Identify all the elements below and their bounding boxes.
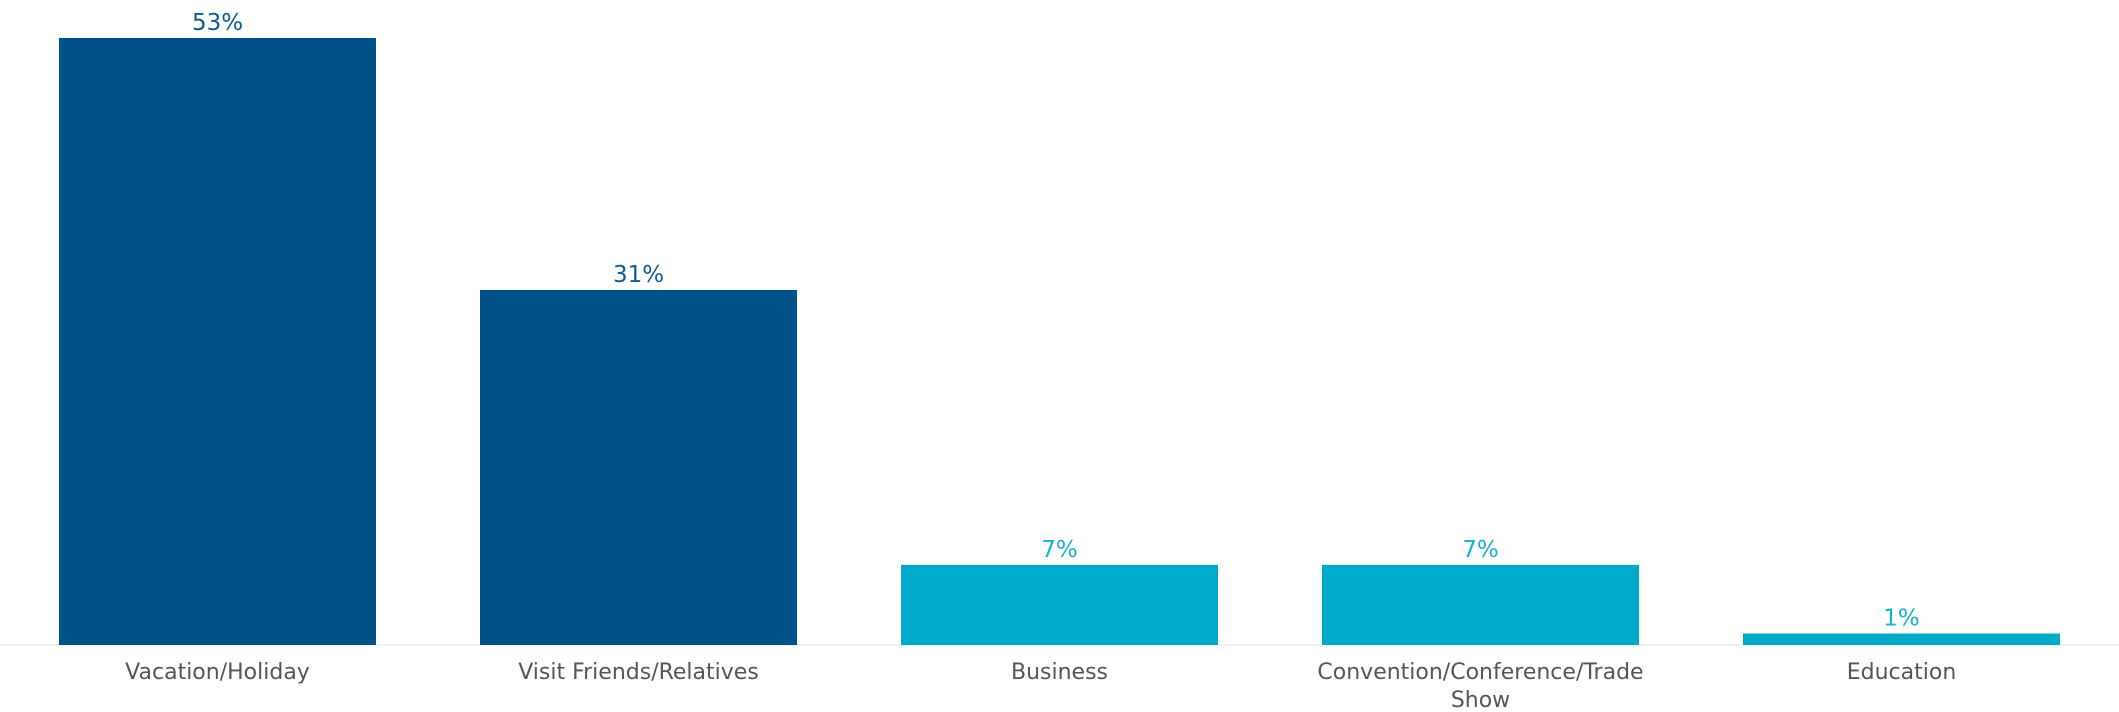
bar-1 — [480, 289, 797, 645]
category-label-4: Education — [1847, 660, 1957, 685]
bar-0 — [59, 38, 376, 645]
bars-layer — [59, 38, 2060, 645]
category-label-2: Business — [1011, 660, 1108, 685]
bar-4 — [1743, 633, 2060, 645]
bar-2 — [901, 564, 1218, 645]
category-label-1: Visit Friends/Relatives — [518, 660, 759, 685]
bar-3 — [1322, 564, 1639, 645]
data-label-2: 7% — [1041, 537, 1078, 563]
data-label-0: 53% — [192, 10, 243, 36]
category-label-0: Vacation/Holiday — [125, 660, 310, 685]
labels-layer: 53% Vacation/Holiday 31% Visit Friends/Rela… — [125, 10, 1956, 712]
data-label-4: 1% — [1883, 606, 1920, 632]
data-label-3: 7% — [1462, 537, 1499, 563]
data-label-1: 31% — [613, 262, 664, 288]
category-label-3: Convention/Conference/Trade Show — [1317, 660, 1643, 712]
